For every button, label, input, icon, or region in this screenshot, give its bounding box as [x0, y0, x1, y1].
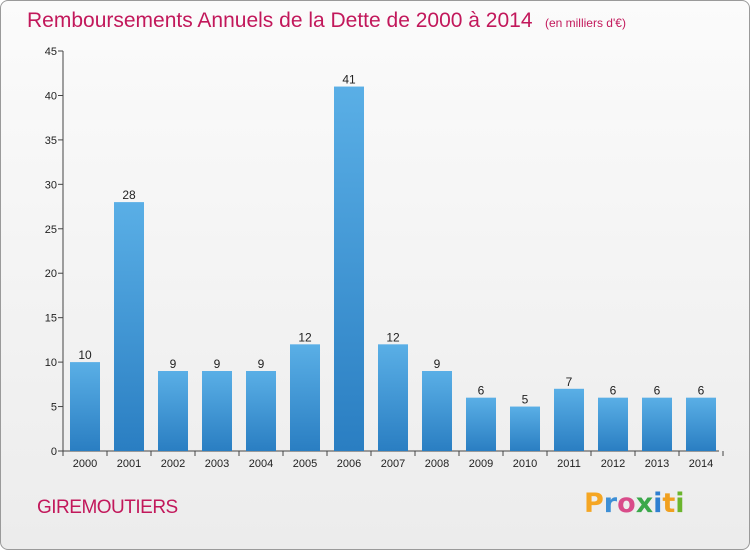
- chart-subtitle: (en milliers d'€): [544, 16, 626, 30]
- data-label-2000: 10: [78, 348, 92, 362]
- chart-title: Remboursements Annuels de la Dette de 20…: [27, 9, 533, 32]
- x-axis: 2000 2001 2002 2003 2004 2005 2006 2007 2008 2009…: [58, 450, 724, 470]
- x-tick-label-2004: 2004: [249, 458, 273, 470]
- bar-2009: [466, 397, 496, 451]
- y-tick-label: 20: [45, 268, 57, 280]
- data-label-2001: 28: [122, 188, 136, 202]
- y-tick-label: 5: [51, 402, 57, 414]
- logo-letter: r: [603, 488, 618, 519]
- x-tick-label-2012: 2012: [601, 458, 625, 470]
- bar-2012: [598, 397, 628, 451]
- bar-2004: [246, 371, 276, 451]
- y-tick-label: 0: [51, 446, 57, 458]
- y-tick-label: 10: [45, 357, 57, 369]
- y-tick-label: 45: [45, 46, 57, 58]
- data-label-2007: 12: [386, 330, 400, 344]
- x-tick-label-2000: 2000: [73, 458, 97, 470]
- y-tick-label: 15: [45, 313, 57, 325]
- bar-2003: [202, 371, 232, 451]
- data-label-2005: 12: [298, 330, 312, 344]
- bar-2013: [642, 397, 672, 451]
- x-tick-label-2006: 2006: [337, 458, 361, 470]
- x-tick-label-2010: 2010: [513, 458, 537, 470]
- data-label-2006: 41: [342, 73, 356, 87]
- logo-letter: x: [635, 488, 654, 519]
- data-label-2011: 7: [566, 375, 573, 389]
- y-tick-label: 30: [45, 179, 57, 191]
- bar-2001: [114, 202, 144, 451]
- y-tick-label: 35: [45, 135, 57, 147]
- x-tick-label-2007: 2007: [381, 458, 405, 470]
- bar-2007: [378, 344, 408, 451]
- y-tick-label: 40: [45, 90, 57, 102]
- logo-letter: i: [675, 488, 685, 519]
- data-label-2004: 9: [258, 357, 265, 371]
- logo-letter: o: [617, 488, 636, 519]
- logo-letter: P: [584, 488, 604, 519]
- x-tick-label-2009: 2009: [469, 458, 493, 470]
- data-label-2008: 9: [434, 357, 441, 371]
- commune-name: GIREMOUTIERS: [37, 497, 178, 518]
- x-tick-label-2011: 2011: [557, 458, 581, 470]
- bar-2014: [686, 397, 716, 451]
- data-label-2003: 9: [214, 357, 221, 371]
- logo-letter: t: [662, 488, 676, 519]
- x-tick-label-2014: 2014: [689, 458, 713, 470]
- data-label-2013: 6: [654, 384, 661, 398]
- bar-2002: [158, 371, 188, 451]
- data-label-2002: 9: [170, 357, 177, 371]
- x-tick-label-2008: 2008: [425, 458, 449, 470]
- x-tick-label-2001: 2001: [117, 458, 141, 470]
- data-label-2012: 6: [610, 384, 617, 398]
- title-row: Remboursements Annuels de la Dette de 20…: [27, 9, 626, 33]
- logo-letter: i: [653, 488, 663, 519]
- bar-2010: [510, 406, 540, 451]
- x-tick-label-2003: 2003: [205, 458, 229, 470]
- bar-2011: [554, 388, 584, 451]
- bar-2005: [290, 344, 320, 451]
- bar-2008: [422, 371, 452, 451]
- proxiti-logo: Proxiti: [584, 488, 685, 519]
- data-label-2014: 6: [698, 384, 705, 398]
- bars: 10 28 9 9 9 12 41 12 9 6 5 7 6 6 6: [70, 73, 716, 452]
- bar-2000: [70, 362, 100, 451]
- data-label-2010: 5: [522, 393, 529, 407]
- x-tick-label-2013: 2013: [645, 458, 669, 470]
- y-axis: 0 5 10 15 20 25 30 35 40 45: [45, 46, 64, 458]
- bar-2006: [334, 86, 364, 452]
- y-tick-label: 25: [45, 224, 57, 236]
- x-tick-label-2002: 2002: [161, 458, 185, 470]
- data-label-2009: 6: [478, 384, 485, 398]
- x-tick-label-2005: 2005: [293, 458, 317, 470]
